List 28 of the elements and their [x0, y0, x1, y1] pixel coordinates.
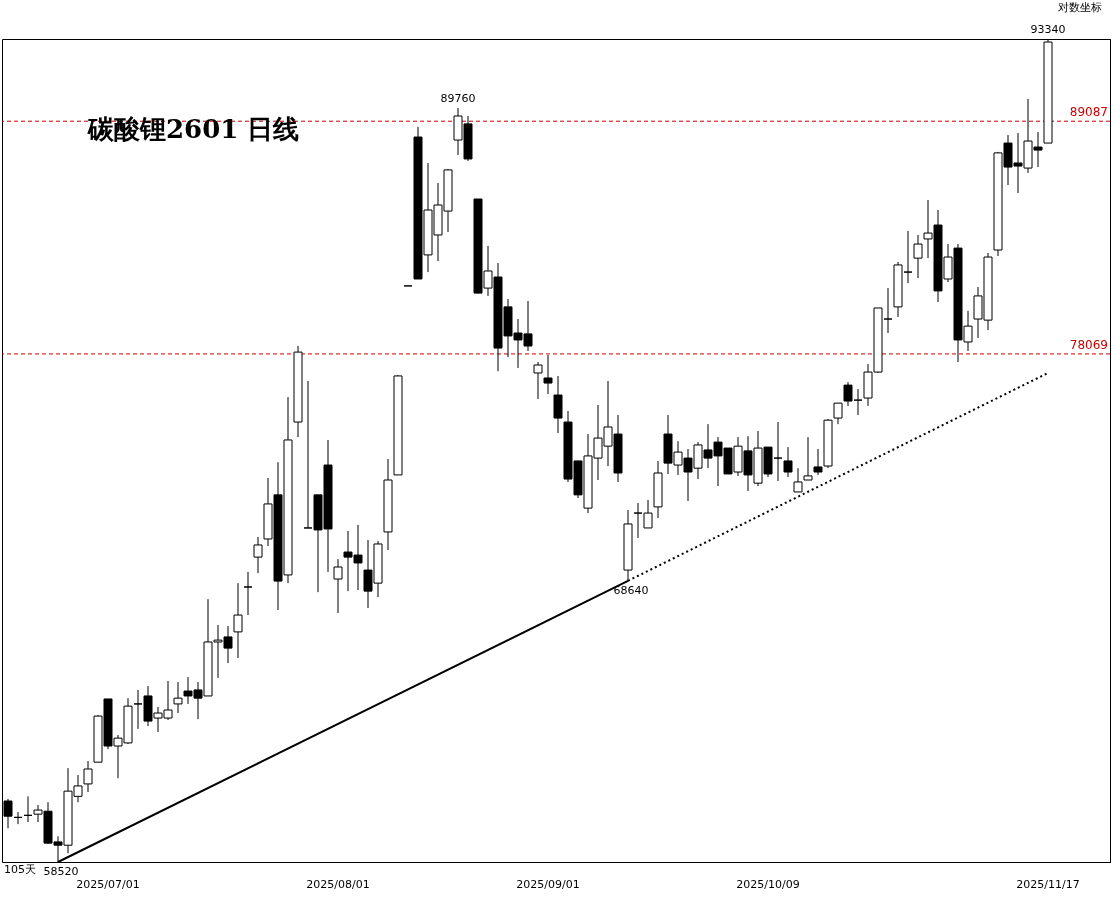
candlestick	[333, 558, 343, 614]
x-tick-label: 2025/11/17	[1016, 877, 1080, 891]
candlestick	[793, 467, 803, 493]
candlestick	[803, 436, 813, 481]
x-tick-label: 2025/07/01	[76, 877, 140, 891]
x-tick-label: 2025/08/01	[306, 877, 370, 891]
candlestick	[173, 681, 183, 714]
candlestick	[553, 375, 563, 434]
candlestick	[83, 760, 93, 793]
candlestick	[233, 582, 243, 659]
candlestick	[533, 361, 543, 400]
candlestick	[543, 354, 553, 395]
text: 碳酸锂2601 日线	[87, 114, 300, 144]
candlestick	[913, 234, 923, 279]
x-tick-label: 2025/09/01	[516, 877, 580, 891]
annotation: 93340	[1030, 23, 1066, 36]
x-tick-label: 2025/10/09	[736, 877, 800, 891]
candlestick	[833, 402, 843, 425]
ref-line-label: 78069	[1069, 337, 1108, 352]
candlestick	[243, 571, 253, 616]
annotation: 89760	[440, 91, 476, 105]
text: 对数坐标	[1058, 1, 1102, 14]
annotation: 68640	[613, 583, 649, 597]
ref-line-label: 89087	[1069, 105, 1108, 120]
candlestick	[253, 536, 263, 574]
text: 105天	[4, 863, 36, 876]
candlestick	[783, 446, 793, 478]
annotation: 58520	[43, 865, 79, 878]
